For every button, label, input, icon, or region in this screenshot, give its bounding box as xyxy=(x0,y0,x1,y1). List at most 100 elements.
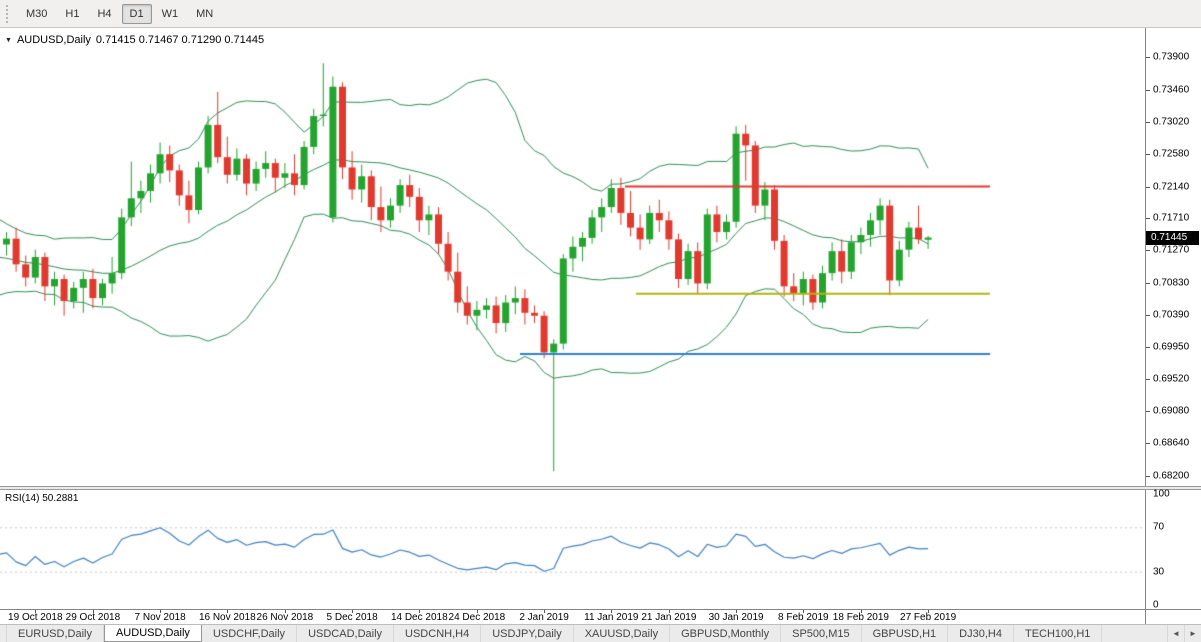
date-axis-label: 19 Oct 2018 xyxy=(8,612,63,623)
current-price-badge: 0.71445 xyxy=(1146,230,1199,245)
tab-scroll-right-icon[interactable]: ► xyxy=(1184,625,1201,642)
toolbar-grip[interactable] xyxy=(6,4,10,23)
date-axis-tick xyxy=(227,610,229,613)
price-axis-label: 0.70390 xyxy=(1153,309,1190,321)
price-axis-tick xyxy=(1146,57,1150,59)
price-axis[interactable]: 0.73900 0.73460 0.73020 0.72580 0.72140 0.717… xyxy=(1145,28,1200,486)
pane-splitter[interactable] xyxy=(0,486,1201,490)
price-axis-tick xyxy=(1146,154,1150,156)
price-chart-pane: ▼ AUDUSD,Daily 0.71415 0.71467 0.71290 0… xyxy=(0,28,1201,486)
date-axis-label: 29 Oct 2018 xyxy=(65,612,121,623)
chart-symbol-label: AUDUSD,Daily xyxy=(16,34,91,46)
price-axis-tick xyxy=(1146,411,1150,413)
price-axis-tick xyxy=(1146,314,1150,316)
timeframe-button-w1[interactable]: W1 xyxy=(161,7,179,20)
price-axis-tick xyxy=(1146,89,1150,91)
price-axis-tick xyxy=(1146,121,1150,123)
chart-tab-usdchf[interactable]: USDCHF,Daily xyxy=(202,625,298,642)
one-click-trading-arrow-icon[interactable]: ▼ xyxy=(5,36,12,44)
timeframe-button-h1[interactable]: H1 xyxy=(65,7,80,20)
date-axis-label: 30 Jan 2019 xyxy=(708,612,764,623)
chart-tab-usdcad[interactable]: USDCAD,Daily xyxy=(297,625,395,642)
price-chart-canvas[interactable] xyxy=(0,28,1145,486)
date-axis-tick xyxy=(736,610,738,613)
date-axis-label: 18 Feb 2019 xyxy=(832,612,889,623)
chart-tab-gbpusd[interactable]: GBPUSD,Monthly xyxy=(670,625,782,642)
chart-tab-sp500[interactable]: SP500,M15 xyxy=(781,625,862,642)
date-axis-tick xyxy=(419,610,421,613)
price-axis-label: 0.69950 xyxy=(1153,341,1190,353)
price-axis-label: 0.70830 xyxy=(1153,277,1190,289)
date-axis-label: 11 Jan 2019 xyxy=(584,612,639,623)
price-axis-label: 0.72140 xyxy=(1153,181,1190,193)
date-axis-tick xyxy=(803,610,805,613)
rsi-axis-label: 70 xyxy=(1153,521,1165,533)
chart-tab-bar: EURUSD,Daily AUDUSD,Daily USDCHF,Daily USDC… xyxy=(0,624,1201,642)
price-axis-tick xyxy=(1146,378,1150,380)
rsi-axis-label: 0 xyxy=(1153,599,1159,611)
price-axis-tick xyxy=(1146,186,1150,188)
rsi-axis-label: 100 xyxy=(1153,488,1170,500)
price-axis-label: 0.72580 xyxy=(1153,148,1190,160)
chart-tab-audusd[interactable]: AUDUSD,Daily xyxy=(103,625,202,642)
chart-ohlc-label: 0.71415 0.71467 0.71290 0.71445 xyxy=(95,34,265,46)
timeframe-button-mn[interactable]: MN xyxy=(196,7,214,20)
price-axis-tick xyxy=(1146,282,1150,284)
price-axis-tick xyxy=(1146,250,1150,252)
date-axis-label: 27 Feb 2019 xyxy=(900,612,957,623)
price-axis-label: 0.69080 xyxy=(1153,405,1190,417)
price-axis-label: 0.68200 xyxy=(1153,470,1190,482)
price-axis-label: 0.73460 xyxy=(1153,84,1190,96)
price-axis-tick xyxy=(1146,475,1150,477)
price-axis-label: 0.69520 xyxy=(1153,373,1190,385)
timeframe-button-m30[interactable]: M30 xyxy=(26,7,48,20)
date-axis-tick xyxy=(928,610,930,613)
price-axis-label: 0.68640 xyxy=(1153,437,1190,449)
date-axis-tick xyxy=(544,610,546,613)
date-axis-tick xyxy=(860,610,862,613)
timeframe-toolbar: M30 H1 H4 D1 W1 MN xyxy=(0,0,1201,28)
date-axis-tick xyxy=(35,610,37,613)
rsi-indicator-pane: RSI(14) 50.2881 100 70 30 0 xyxy=(0,488,1201,611)
timeframe-button-h4[interactable]: H4 xyxy=(97,7,112,20)
rsi-axis-label: 30 xyxy=(1153,566,1165,578)
date-axis-tick xyxy=(611,610,613,613)
tab-scroll-left-icon[interactable]: ◄ xyxy=(1167,625,1184,642)
date-axis-label: 14 Dec 2018 xyxy=(390,612,448,623)
date-axis[interactable]: 19 Oct 2018 29 Oct 2018 7 Nov 2018 16 Nov 2… xyxy=(0,609,1201,624)
chart-tab-tech100[interactable]: TECH100,H1 xyxy=(1014,625,1103,642)
chart-tabs: EURUSD,Daily AUDUSD,Daily USDCHF,Daily USDC… xyxy=(6,625,1103,642)
chart-tab-gbpusd[interactable]: GBPUSD,H1 xyxy=(862,625,949,642)
date-axis-label: 8 Feb 2019 xyxy=(777,612,829,623)
tab-scroll-controls: ◄ ► xyxy=(1167,625,1201,642)
rsi-chart-canvas[interactable] xyxy=(0,490,1145,609)
rsi-indicator-label: RSI(14) 50.2881 xyxy=(5,493,79,504)
axis-corner-divider xyxy=(1145,610,1146,624)
price-axis-label: 0.71710 xyxy=(1153,212,1190,224)
date-axis-tick xyxy=(92,610,94,613)
rsi-axis[interactable]: 100 70 30 0 xyxy=(1145,488,1200,611)
date-axis-label: 7 Nov 2018 xyxy=(134,612,186,623)
price-axis-label: 0.71270 xyxy=(1153,244,1190,256)
chart-tab-usdjpy[interactable]: USDJPY,Daily xyxy=(481,625,574,642)
date-axis-label: 5 Dec 2018 xyxy=(326,612,378,623)
chart-tab-eurusd[interactable]: EURUSD,Daily xyxy=(6,625,104,642)
date-axis-tick xyxy=(160,610,162,613)
date-axis-tick xyxy=(476,610,478,613)
date-axis-label: 24 Dec 2018 xyxy=(448,612,506,623)
date-axis-tick xyxy=(284,610,286,613)
chart-tab-usdcnh[interactable]: USDCNH,H4 xyxy=(394,625,482,642)
chart-tab-xauusd[interactable]: XAUUSD,Daily xyxy=(574,625,671,642)
price-axis-tick xyxy=(1146,218,1150,220)
date-axis-label: 2 Jan 2019 xyxy=(519,612,569,623)
price-axis-tick xyxy=(1146,347,1150,349)
chart-tab-dj30[interactable]: DJ30,H4 xyxy=(948,625,1014,642)
date-axis-tick xyxy=(668,610,670,613)
timeframe-button-d1[interactable]: D1 xyxy=(121,3,152,24)
chart-title: ▼ AUDUSD,Daily 0.71415 0.71467 0.71290 0… xyxy=(5,34,264,46)
date-axis-label: 16 Nov 2018 xyxy=(198,612,256,623)
date-axis-tick xyxy=(352,610,354,613)
price-axis-tick xyxy=(1146,443,1150,445)
date-axis-label: 26 Nov 2018 xyxy=(256,612,314,623)
